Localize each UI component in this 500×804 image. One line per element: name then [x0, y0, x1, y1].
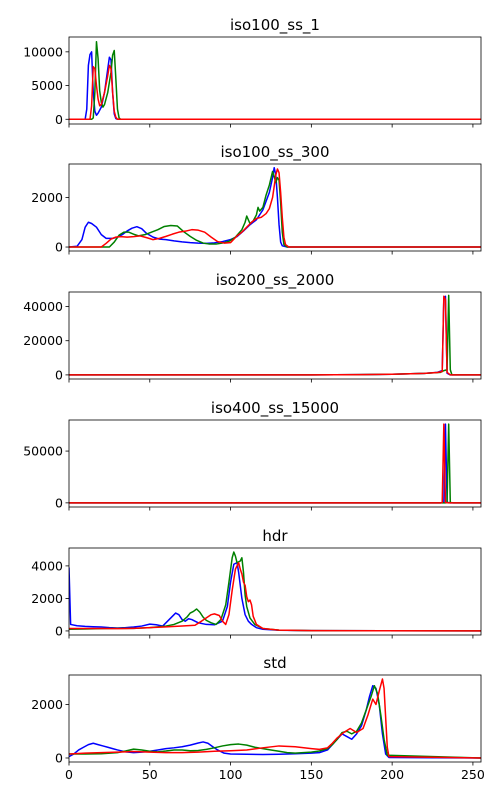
series-line-green: [69, 423, 481, 504]
chart-title-1: iso100_ss_300: [220, 143, 329, 162]
chart-panel-1: iso100_ss_300 0 2000: [31, 143, 482, 255]
x-tick-label: 150: [299, 767, 323, 782]
axes-frame-3: [68, 419, 482, 508]
series-line-red: [69, 678, 481, 759]
series-line-blue: [69, 423, 481, 504]
x-tick-label: 200: [380, 767, 404, 782]
chart-title-4: hdr: [262, 527, 288, 545]
chart-title-0: iso100_ss_1: [230, 16, 320, 35]
series-line-red: [69, 561, 481, 632]
chart-title-5: std: [263, 654, 286, 672]
y-tick-label: 0: [55, 367, 63, 382]
chart-title-2: iso200_ss_2000: [216, 271, 335, 290]
chart-panel-4: hdr 0 2000 4000: [31, 527, 482, 639]
y-tick-label: 50000: [23, 444, 63, 459]
y-tick-label: 0: [55, 495, 63, 510]
y-tick-label: 2000: [31, 697, 63, 712]
series-line-red: [69, 168, 481, 248]
series-line-blue: [69, 51, 481, 121]
chart-panel-3: iso400_ss_15000 0 50000: [23, 399, 482, 511]
axes-frame-4: [68, 547, 482, 636]
x-tick-label: 100: [219, 767, 243, 782]
y-tick-label: 0: [55, 240, 63, 255]
series-line-green: [69, 294, 481, 376]
series-line-red: [69, 423, 481, 504]
axes-frame-5: [68, 674, 482, 763]
series-line-blue: [69, 166, 481, 248]
series-line-blue: [69, 561, 481, 632]
chart-panel-2: iso200_ss_2000 0 20000 40000: [23, 271, 482, 383]
x-tick-label: 50: [142, 767, 158, 782]
series-line-blue: [69, 295, 481, 376]
x-tick-label: 250: [461, 767, 485, 782]
chart-title-3: iso400_ss_15000: [211, 399, 339, 418]
y-tick-label: 0: [55, 112, 63, 127]
y-tick-label: 20000: [23, 333, 63, 348]
y-tick-label: 5000: [31, 78, 63, 93]
y-tick-label: 2000: [31, 190, 63, 205]
axes-frame-1: [68, 163, 482, 252]
y-tick-label: 0: [55, 623, 63, 638]
y-tick-label: 40000: [23, 299, 63, 314]
series-line-green: [69, 40, 481, 121]
axes-frame-0: [68, 36, 482, 125]
axes-frame-2: [68, 291, 482, 380]
chart-panel-5: std 0 2000 0 50 100 150 200 250: [31, 654, 485, 782]
series-line-red: [69, 64, 481, 121]
y-tick-label: 2000: [31, 591, 63, 606]
series-line-red: [69, 295, 481, 376]
series-line-green: [69, 551, 481, 632]
y-tick-label: 0: [55, 750, 63, 765]
y-tick-label: 10000: [23, 44, 63, 59]
chart-panel-0: iso100_ss_1 0 5000 10000: [23, 16, 482, 128]
x-tick-label: 0: [65, 767, 73, 782]
y-tick-label: 4000: [31, 558, 63, 573]
